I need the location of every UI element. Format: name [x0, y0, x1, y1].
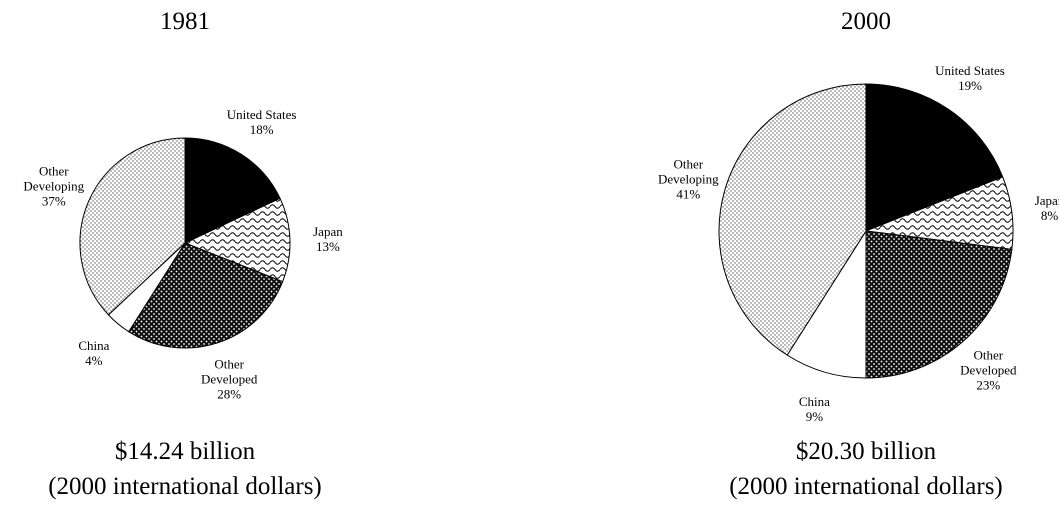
category-label: Japan	[313, 223, 343, 239]
pie-slice	[183, 197, 291, 283]
slice-label: Other Developed 23%	[953, 347, 1024, 392]
slice-label: China 4%	[78, 338, 109, 368]
category-label: Japan	[1034, 192, 1059, 208]
slice-label: Other Developing 41%	[647, 157, 729, 202]
category-label: China	[798, 393, 830, 409]
value-label: 13%	[315, 238, 340, 254]
value-label: 41%	[676, 186, 701, 202]
category-label: Other Developing	[658, 156, 719, 187]
category-label: United States	[935, 62, 1005, 78]
chart-title: 1981	[160, 8, 210, 35]
category-label: Other Developed	[201, 356, 258, 387]
category-label: China	[78, 338, 110, 354]
slice-label: Other Developed 28%	[188, 357, 270, 402]
slice-label: United States 19%	[935, 63, 1005, 93]
pie-slice	[79, 137, 186, 316]
category-label: United States	[226, 107, 297, 123]
pie-slice	[128, 242, 284, 349]
slice-label: China 9%	[799, 394, 830, 424]
category-label: Other Developing	[23, 163, 85, 194]
chart-note: (2000 international dollars)	[48, 473, 322, 500]
chart-subtitle: $20.30 billion	[795, 438, 937, 465]
value-label: 4%	[85, 353, 103, 369]
slice-label: Japan 13%	[313, 224, 343, 254]
value-label: 18%	[249, 122, 274, 138]
value-label: 23%	[976, 377, 1001, 393]
slice-label: Japan8%	[1035, 193, 1059, 223]
value-label: 8%	[1040, 207, 1059, 223]
value-label: 28%	[217, 386, 242, 402]
chart-subtitle: $14.24 billion	[114, 438, 256, 465]
pie-slice	[865, 230, 1013, 379]
category-label: Other Developed	[960, 347, 1017, 378]
chart-title: 2000	[841, 8, 891, 35]
pie-slice	[184, 137, 281, 244]
chart-note: (2000 international dollars)	[729, 473, 1003, 500]
slice-label: Other Developing 37%	[13, 164, 95, 209]
pie-slice	[786, 229, 867, 379]
value-label: 19%	[958, 77, 982, 93]
pie-slice	[718, 83, 867, 356]
value-label: 37%	[41, 193, 66, 209]
slice-label: United States 18%	[227, 107, 297, 137]
pie-slice	[865, 83, 1004, 232]
value-label: 9%	[805, 408, 824, 424]
